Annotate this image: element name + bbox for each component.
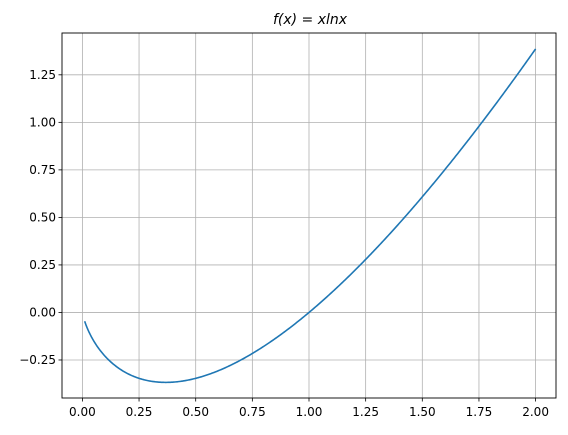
x-tick-label: 2.00: [522, 405, 549, 419]
y-tick-label: 1.25: [29, 68, 56, 82]
x-tick-label: 0.25: [126, 405, 153, 419]
series-line: [83, 48, 537, 384]
title-main: f(x) = x: [273, 12, 327, 28]
x-tick-label: 1.75: [466, 405, 493, 419]
x-tick-label: 1.00: [296, 405, 323, 419]
title-ln: ln: [326, 12, 339, 28]
y-tick-label: 0.00: [29, 305, 56, 319]
x-tick-label: 0.00: [69, 405, 96, 419]
x-tick-label: 1.25: [352, 405, 379, 419]
y-tick-label: −0.25: [19, 353, 56, 367]
x-axis: 0.00 0.25 0.50 0.75 1.00 1.25 1.50 1.75 2.00: [69, 398, 549, 419]
chart-title: f(x) = xlnx: [273, 12, 348, 28]
y-tick-label: 0.50: [29, 210, 56, 224]
plot-area: [83, 48, 537, 384]
x-tick-label: 0.75: [239, 405, 266, 419]
x-tick-label: 1.50: [409, 405, 436, 419]
y-tick-label: 1.00: [29, 115, 56, 129]
y-tick-label: 0.75: [29, 163, 56, 177]
x-tick-label: 0.50: [182, 405, 209, 419]
y-axis: −0.25 0.00 0.25 0.50 0.75 1.00 1.25: [19, 68, 62, 367]
y-tick-label: 0.25: [29, 258, 56, 272]
title-x: x: [338, 12, 348, 28]
